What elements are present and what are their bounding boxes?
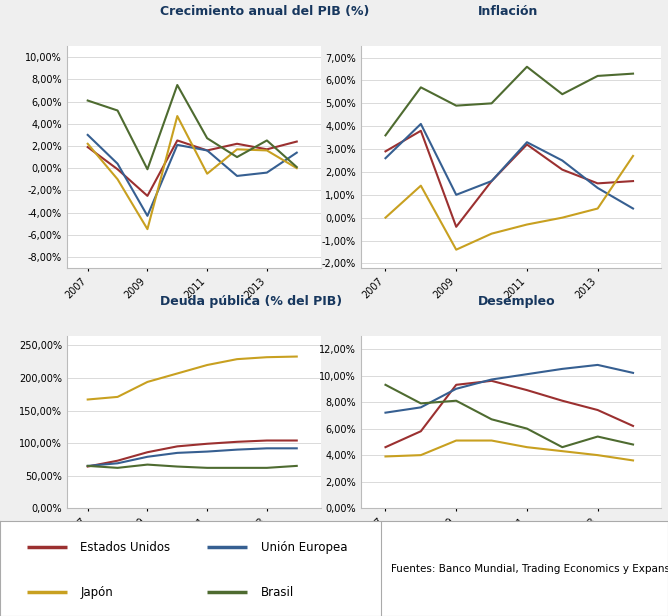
Text: Desempleo: Desempleo [478, 295, 555, 308]
Text: Fuentes: Banco Mundial, Trading Economics y Expansión.: Fuentes: Banco Mundial, Trading Economic… [391, 563, 668, 573]
Text: Brasil: Brasil [261, 586, 294, 599]
Text: Crecimiento anual del PIB (%): Crecimiento anual del PIB (%) [160, 6, 369, 18]
Text: Estados Unidos: Estados Unidos [80, 541, 170, 554]
Text: Japón: Japón [80, 586, 113, 599]
Text: Unión Europea: Unión Europea [261, 541, 347, 554]
Text: Inflación: Inflación [478, 6, 538, 18]
Text: Deuda pública (% del PIB): Deuda pública (% del PIB) [160, 295, 343, 308]
